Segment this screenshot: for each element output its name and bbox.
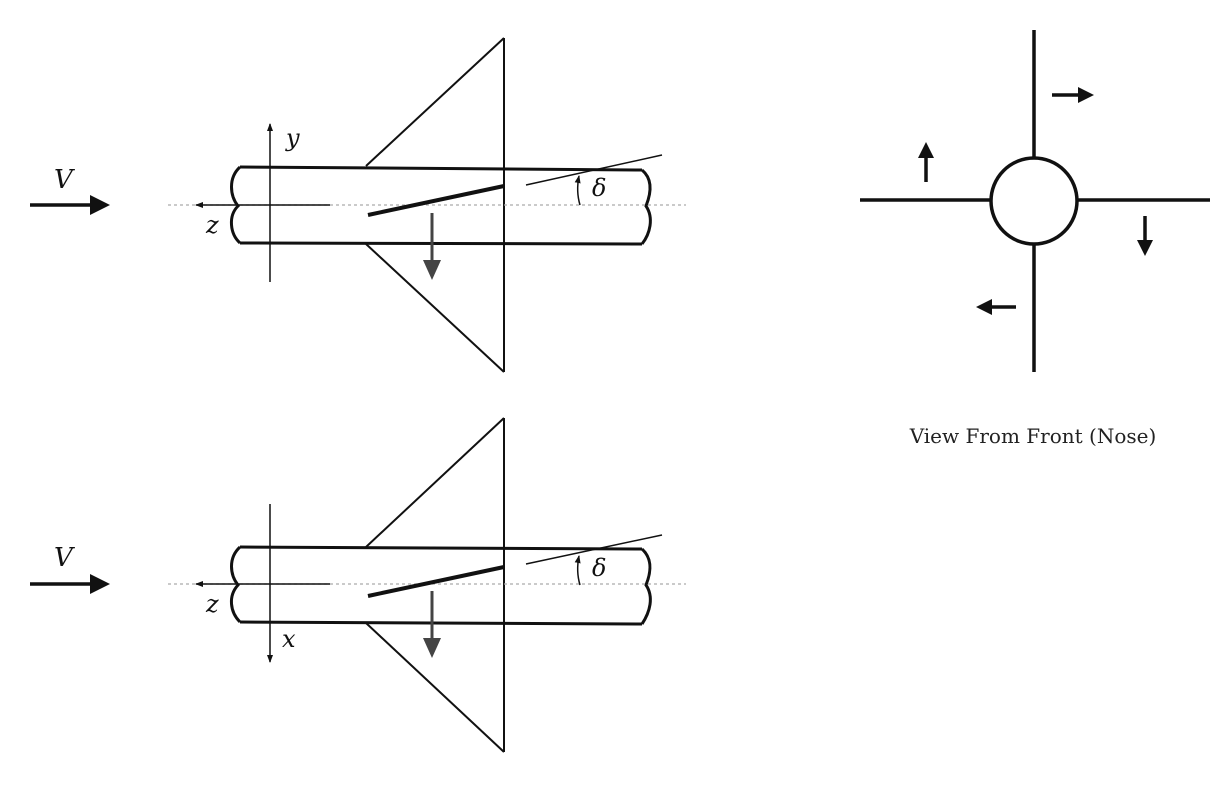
deflection-reference-line — [525, 154, 663, 186]
velocity-arrow — [30, 195, 110, 215]
deflection-angle-arc — [574, 555, 581, 586]
top-side-view: V y z δ — [30, 37, 686, 373]
bottom-side-view: V x z δ — [30, 417, 686, 753]
deflection-label: δ — [592, 174, 606, 202]
z-axis-label: z — [205, 590, 219, 618]
force-arrow — [423, 591, 441, 658]
deflected-surface — [367, 565, 505, 598]
front-view: View From Front (Nose) — [860, 30, 1210, 448]
arrow-up-icon — [918, 142, 934, 182]
y-axis-label: y — [285, 124, 300, 152]
fin — [365, 417, 505, 753]
force-arrow — [423, 213, 441, 280]
velocity-label: V — [54, 165, 75, 195]
arrow-down-icon — [1137, 216, 1153, 256]
missile-body — [230, 545, 652, 626]
velocity-arrow — [30, 574, 110, 594]
deflection-reference-line — [525, 534, 663, 565]
velocity-label: V — [54, 543, 75, 573]
deflection-label: δ — [592, 554, 606, 582]
x-axis-label: x — [282, 625, 296, 653]
missile-body — [230, 165, 652, 246]
deflected-surface — [367, 184, 505, 217]
z-axis-label: z — [205, 211, 219, 239]
body-cross-section — [989, 156, 1079, 246]
deflection-angle-arc — [574, 175, 581, 206]
arrow-left-icon — [976, 299, 1016, 315]
front-view-caption: View From Front (Nose) — [909, 424, 1157, 448]
arrow-right-icon — [1052, 87, 1094, 103]
